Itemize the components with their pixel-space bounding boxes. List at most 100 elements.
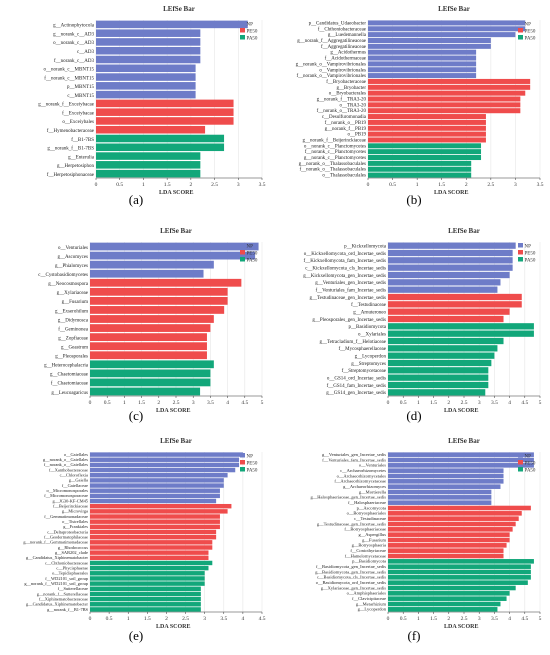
bar-label: o__Archaeorhizomycetales <box>337 473 387 478</box>
bar-label: g__Actinophytocola <box>53 24 95 29</box>
bar <box>388 279 501 286</box>
bar-label: g__Testudinaceae_gen_Incertae_sedis <box>317 521 386 526</box>
chart-title: LEfSe Bar <box>448 437 480 445</box>
bar <box>388 367 489 374</box>
bar-label: f__Bryobacteraceae <box>326 80 367 85</box>
bar <box>388 389 486 396</box>
bar <box>90 457 240 462</box>
bar <box>368 149 482 155</box>
legend-label: PA50 <box>525 258 536 263</box>
legend-label: PE50 <box>247 461 258 466</box>
bar-label: g__norank_f__B1-7BS <box>47 147 94 152</box>
bar <box>90 545 213 550</box>
legend-label: PA50 <box>247 258 258 263</box>
bar <box>388 473 504 479</box>
legend-swatch <box>240 35 245 40</box>
x-tick-label: 2 <box>157 400 160 406</box>
bar <box>90 488 220 493</box>
bar <box>90 529 217 535</box>
bar <box>388 374 489 381</box>
bar-label: g__Geastrum <box>61 346 88 351</box>
bar-label: f__Kickxellomycota_fam_Incertae_sedis <box>304 259 387 264</box>
bar-label: f__Clavicipitaceae <box>352 596 386 601</box>
bar <box>388 521 516 527</box>
legend-label: PE50 <box>525 461 536 466</box>
bar <box>96 161 201 169</box>
bar <box>388 264 513 271</box>
bar-label: o__Exceiybales <box>62 120 94 125</box>
x-tick-label: 2.5 <box>173 400 180 406</box>
bar-label: f__Chthoniobacteraceae <box>318 27 367 32</box>
bar-label: f__Halosphaeriaceae <box>348 500 386 505</box>
bar-label: c__Desulfuromonadia <box>322 115 367 120</box>
bar-label: g__Zopfiaceae <box>58 336 88 341</box>
bar <box>96 55 201 64</box>
bar <box>388 500 492 505</box>
bar-label: g__Phialomyces <box>55 264 88 269</box>
legend-label: NP <box>525 22 532 27</box>
x-tick-label: 0 <box>387 400 390 406</box>
legend-swatch <box>518 453 523 458</box>
bar-label: f__norank_o__Gaiellales <box>44 462 89 467</box>
bar <box>368 137 486 143</box>
legend-swatch <box>240 257 245 262</box>
x-tick-label: 3 <box>192 400 195 406</box>
bar-label: o__Tistrellales <box>62 519 88 524</box>
bar <box>388 484 501 489</box>
bar-label: o__Bryobacterales <box>329 92 366 97</box>
bar <box>368 61 477 67</box>
bar-label: g__Herpetosiphon <box>57 164 94 169</box>
bar <box>368 90 526 96</box>
bar-label: o__Basidiomycota_ord_Incertae_sedis <box>316 580 386 585</box>
bar <box>96 125 206 134</box>
x-tick-label: 0 <box>89 400 92 406</box>
legend-swatch <box>240 243 245 248</box>
bar-label: g__norank_f__Sutterellaceae <box>37 591 88 596</box>
bar <box>368 155 482 161</box>
bar-label: o__Amphisphaeriales <box>347 591 387 596</box>
bar-label: f__Micromonosporaceae <box>44 493 88 498</box>
x-tick-label: 0.5 <box>116 182 123 188</box>
x-tick-label: 1 <box>417 400 420 406</box>
legend-swatch <box>240 250 245 255</box>
bar <box>90 369 211 378</box>
bar-label: f__WD2101_soil_group <box>45 576 89 581</box>
bar-label: f__Chaetomiaceae <box>51 382 89 387</box>
bar-label: f__Geodermatophilaceae <box>44 534 88 539</box>
legend-swatch <box>240 21 245 26</box>
panel-label: (b) <box>406 192 421 207</box>
bar-label: f__Sutterellaceae <box>58 586 88 591</box>
bar-label: p__Kickxellomycota <box>344 245 387 250</box>
legend-label: PE50 <box>525 251 536 256</box>
bar-label: p__Candidatus_Udaeobacter <box>309 21 367 26</box>
bar <box>388 580 528 585</box>
bar <box>90 498 217 504</box>
bar <box>96 134 225 143</box>
bar-label: f__Geminonea <box>58 327 88 332</box>
bar <box>90 509 228 514</box>
legend-label: NP <box>247 244 254 249</box>
bar <box>368 37 491 43</box>
legend-label: NP <box>525 454 532 459</box>
legend-swatch <box>518 250 523 255</box>
bar-label: o__Xylariales <box>358 333 386 338</box>
legend-label: NP <box>247 22 254 27</box>
bar-label: g__Frankiales <box>63 524 88 529</box>
bar <box>388 569 531 575</box>
bar <box>90 452 243 457</box>
bar-label: g__Candidatus_Xiphinematobacter <box>26 555 89 560</box>
bar <box>96 46 201 55</box>
chart-panel-5: LEfSe Bar 0 0.5 1 1.5 2 2.5 3 3.5 4 4.5 LDA SCORE o_… <box>23 437 265 643</box>
bar <box>388 607 498 612</box>
legend-swatch <box>518 35 523 40</box>
x-axis-label: LDA SCORE <box>159 190 194 196</box>
bar <box>388 564 531 569</box>
x-tick-label: 1 <box>123 400 126 406</box>
bar <box>90 576 205 581</box>
x-tick-label: 2.5 <box>487 182 494 188</box>
bar <box>90 565 209 571</box>
bar <box>368 73 477 79</box>
chart-title: LEfSe Bar <box>448 227 480 235</box>
bar-label: g__Ascomyces <box>57 255 88 260</box>
bar-label: f__norank_o__TRA3-20 <box>317 109 367 114</box>
